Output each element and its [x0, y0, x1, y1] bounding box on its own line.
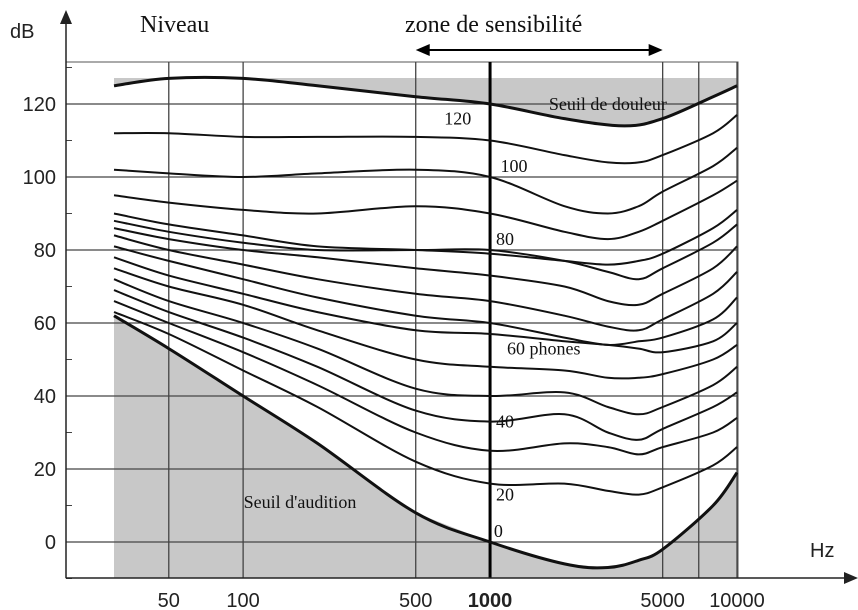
curve-label: Seuil d'audition [244, 492, 357, 512]
niveau-header: Niveau [140, 12, 209, 38]
isophone-curve [113, 289, 738, 441]
threshold-curve [113, 76, 738, 128]
curve-label: 80 [496, 229, 514, 249]
isophone-curve [113, 234, 738, 332]
y-tick-label: 20 [34, 459, 56, 481]
sensitivity-arrow-right-head [648, 44, 663, 56]
y-tick-label: 60 [34, 313, 56, 335]
x-unit-label: Hz [810, 540, 834, 562]
y-tick-label: 100 [23, 167, 56, 189]
y-tick-label: 40 [34, 386, 56, 408]
isophone-curve [113, 227, 738, 307]
x-tick-label: 1000 [468, 590, 513, 610]
curve-labels: Seuil de douleur 120 100 80 60 phones 40 20 0 Se… [244, 94, 667, 541]
threshold-curve [113, 314, 739, 570]
curve-label: 100 [500, 156, 527, 176]
isophone-curve [113, 300, 738, 456]
curve-label: 0 [494, 521, 503, 541]
isophone-curve [113, 219, 738, 281]
inaudible-shading [114, 77, 737, 578]
x-tick-label: 50 [158, 590, 180, 610]
isophone-curve [113, 147, 738, 215]
x-axis-arrow [844, 572, 858, 584]
y-unit-label: dB [10, 21, 34, 43]
isophone-curve [113, 311, 738, 496]
y-tick-label: 0 [45, 532, 56, 554]
isophone-curve [113, 267, 738, 380]
curve-label: 120 [444, 109, 471, 129]
x-tick-label: 100 [226, 590, 259, 610]
isophone-curve [113, 245, 738, 346]
isophone-curve [113, 278, 738, 416]
loudness-curves [113, 76, 739, 570]
y-tick-label: 120 [23, 94, 56, 116]
y-axis-arrow [60, 10, 72, 24]
isophone-curve [113, 179, 738, 241]
curve-label: Seuil de douleur [549, 94, 667, 114]
y-tick-label: 80 [34, 240, 56, 262]
x-tick-label: 500 [399, 590, 432, 610]
isophone-curve [113, 114, 738, 165]
curve-label: 60 phones [507, 339, 581, 359]
x-tick-label: 10000 [709, 590, 765, 610]
curve-label: 40 [496, 412, 514, 432]
isophone-curve [113, 209, 738, 266]
isophone-curve [113, 256, 738, 354]
sensitivity-zone-header: zone de sensibilité [405, 12, 582, 38]
x-tick-label: 5000 [640, 590, 685, 610]
sensitivity-arrow-left-head [415, 44, 430, 56]
curve-label: 20 [496, 485, 514, 505]
